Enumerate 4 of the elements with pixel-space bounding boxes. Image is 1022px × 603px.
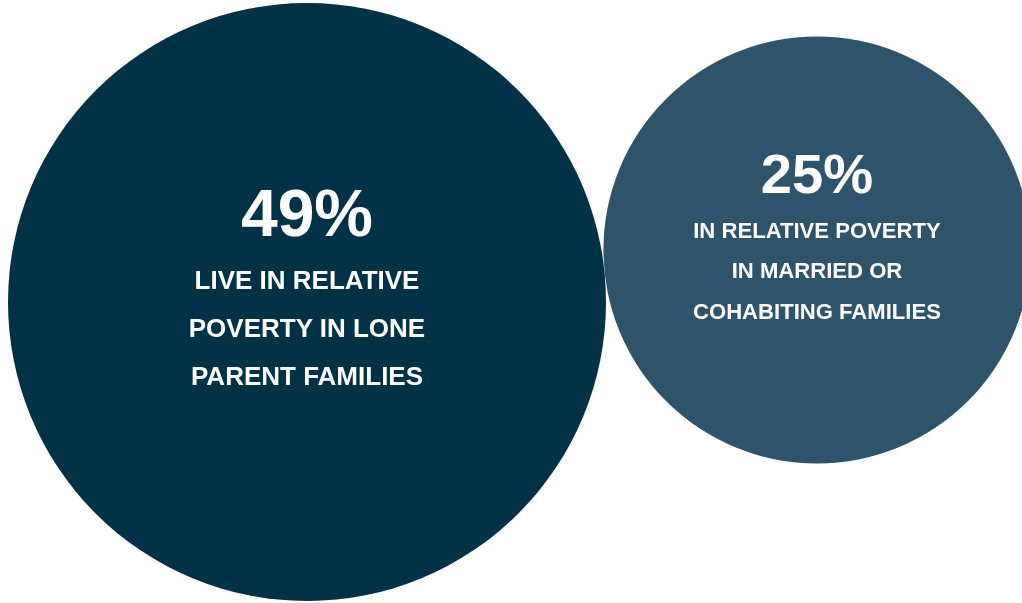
data-label: 25% [760, 141, 874, 205]
category-label: LIVE IN RELATIVE POVERTY IN LONE PARENT FAMILIES [188, 265, 426, 392]
category-label: IN RELATIVE POVERTY IN MARRIED OR COHABITING FAMILIES [693, 217, 942, 325]
data-label: 49% [240, 176, 374, 251]
